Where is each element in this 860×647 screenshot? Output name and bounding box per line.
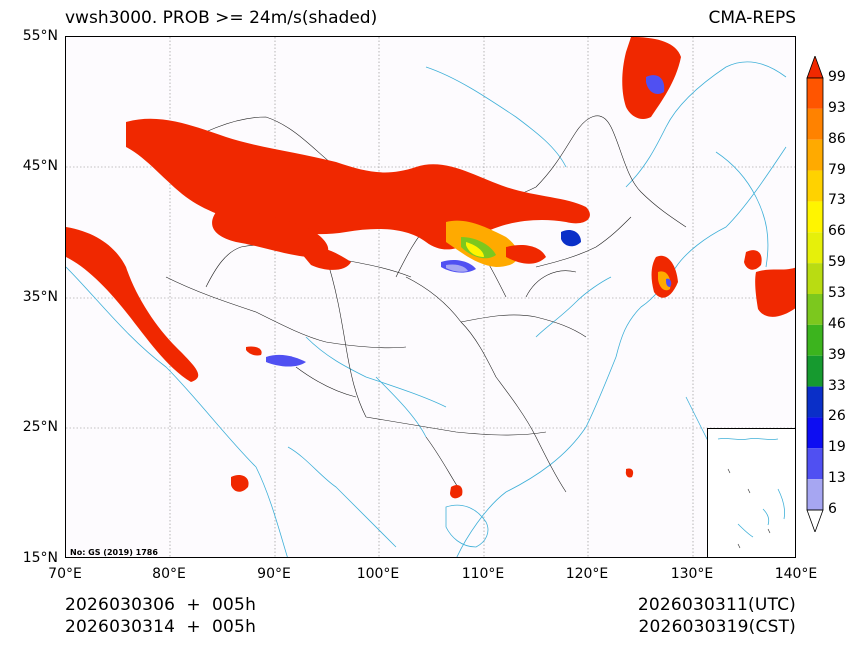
lon-tick-label: 140°E bbox=[774, 566, 818, 582]
lat-tick-label: 55°N bbox=[22, 28, 58, 44]
colorbar-segment bbox=[807, 386, 823, 418]
init-time-line-2: 2026030314 + 005h bbox=[65, 617, 257, 637]
coastlines bbox=[66, 61, 787, 557]
colorbar-segment bbox=[807, 417, 823, 449]
south-china-sea-inset bbox=[707, 428, 796, 558]
lon-tick-label: 130°E bbox=[670, 566, 714, 582]
lat-tick-label: 35°N bbox=[22, 289, 58, 305]
colorbar-segment bbox=[807, 448, 823, 480]
colorbar-segment bbox=[807, 139, 823, 171]
lon-tick-label: 70°E bbox=[48, 566, 82, 582]
map-approval-number: No: GS (2019) 1786 bbox=[70, 548, 158, 557]
colorbar-segment bbox=[807, 263, 823, 294]
probability-shading bbox=[66, 37, 795, 499]
lon-tick-label: 100°E bbox=[356, 566, 400, 582]
colorbar-tick-label: 79 bbox=[828, 161, 846, 178]
lat-tick-label: 45°N bbox=[22, 158, 58, 174]
colorbar-segment bbox=[807, 479, 823, 510]
colorbar-tick-label: 93 bbox=[828, 99, 846, 116]
colorbar bbox=[806, 56, 824, 532]
colorbar-tick-label: 73 bbox=[828, 192, 846, 209]
map-canvas bbox=[66, 37, 795, 557]
model-name: CMA-REPS bbox=[708, 8, 796, 28]
colorbar-tick-label: 26 bbox=[828, 408, 846, 425]
colorbar-max-arrow bbox=[806, 56, 824, 79]
map-panel: No: GS (2019) 1786 bbox=[65, 36, 796, 558]
lat-tick-label: 25°N bbox=[22, 419, 58, 435]
inset-map bbox=[717, 438, 786, 549]
lon-tick-label: 90°E bbox=[257, 566, 291, 582]
colorbar-tick-label: 33 bbox=[828, 377, 846, 394]
init-time-line-1: 2026030306 + 005h bbox=[65, 595, 257, 615]
colorbar-tick-label: 13 bbox=[828, 470, 846, 487]
colorbar-min-arrow bbox=[806, 509, 824, 532]
lat-tick-label: 15°N bbox=[22, 550, 58, 566]
lon-tick-label: 120°E bbox=[565, 566, 609, 582]
colorbar-tick-label: 6 bbox=[828, 501, 837, 517]
colorbar-segment bbox=[807, 294, 823, 325]
colorbar-outline bbox=[806, 77, 824, 511]
colorbar-tick-label: 19 bbox=[828, 439, 846, 456]
colorbar-segment bbox=[807, 324, 823, 356]
gridlines bbox=[66, 37, 795, 557]
colorbar-tick-label: 99 bbox=[828, 69, 846, 85]
colorbar-tick-label: 46 bbox=[828, 315, 846, 332]
colorbar-segment bbox=[807, 355, 823, 387]
valid-time-cst: 2026030319(CST) bbox=[638, 617, 796, 637]
colorbar-segment bbox=[807, 232, 823, 264]
colorbar-tick-label: 59 bbox=[828, 254, 846, 271]
colorbar-tick-label: 53 bbox=[828, 285, 846, 301]
colorbar-tick-label: 39 bbox=[828, 346, 846, 363]
colorbar-segment bbox=[807, 201, 823, 233]
colorbar-segment bbox=[807, 78, 823, 109]
colorbar-segment bbox=[807, 170, 823, 202]
lon-tick-label: 110°E bbox=[461, 566, 505, 582]
map-title: vwsh3000. PROB >= 24m/s(shaded) bbox=[65, 8, 378, 28]
valid-time-utc: 2026030311(UTC) bbox=[637, 595, 796, 615]
colorbar-tick-label: 86 bbox=[828, 130, 846, 147]
colorbar-tick-label: 66 bbox=[828, 223, 846, 240]
lon-tick-label: 80°E bbox=[152, 566, 186, 582]
colorbar-segment bbox=[807, 108, 823, 140]
